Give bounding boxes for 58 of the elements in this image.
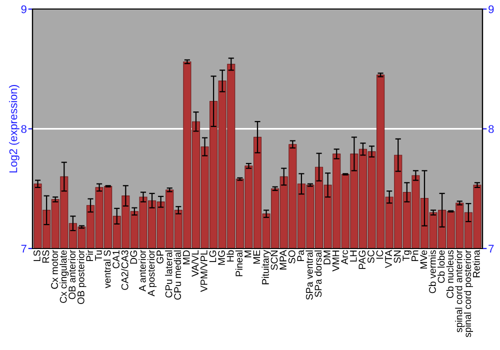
x-tick-label: Pituitary: [262, 250, 271, 284]
x-tick-label: Tu: [95, 250, 102, 261]
x-tick-label: SPa ventral: [306, 250, 313, 300]
x-tick-label: M: [244, 250, 252, 258]
x-tick-label: ventral S: [104, 250, 111, 288]
x-tick-label: Tg: [402, 250, 412, 262]
x-tick-label: Pa: [297, 250, 304, 261]
x-tick-label: spinal cord posterior: [464, 250, 473, 338]
y-tick-label: 9: [21, 5, 26, 14]
x-tick-label: Pn: [412, 250, 418, 261]
y-tick-label: 7: [21, 244, 26, 253]
y2-tick-label: 9: [488, 5, 494, 14]
x-tick-label: Cb lobe: [438, 250, 445, 283]
x-tick-label: Cb nucleus: [446, 250, 454, 298]
y2-tick-label: 7: [488, 244, 494, 253]
x-tick-label: CA1: [112, 250, 120, 268]
x-tick-label: SC: [367, 250, 374, 263]
x-tick-label: ME: [253, 250, 260, 264]
x-tick-label: SPa dorsal: [314, 250, 322, 297]
x-tick-label: MD: [183, 250, 190, 264]
x-tick-label: Pineal: [235, 250, 243, 276]
x-tick-label: CA2/CA3: [121, 250, 128, 290]
y-tick-label: 8: [21, 125, 26, 133]
x-tick-label: PAG: [358, 250, 366, 269]
x-tick-label: Hb: [226, 250, 234, 262]
x-tick-label: VTA: [385, 250, 392, 268]
x-tick-label: MPA: [280, 250, 286, 270]
x-tick-label: IC: [376, 250, 384, 259]
x-tick-label: DM: [324, 250, 330, 264]
x-tick-label: OB anterior: [68, 250, 76, 300]
x-tick-label: SCN: [270, 250, 278, 270]
x-tick-label: OB posterior: [77, 250, 86, 304]
x-tick-label: SO: [288, 250, 296, 264]
x-tick-label: Pir: [86, 250, 94, 261]
x-tick-label: VA/VL: [191, 250, 199, 277]
x-tick-label: A posterior: [148, 250, 157, 296]
x-tick-label: RS: [42, 250, 50, 263]
x-tick-label: LS: [34, 250, 40, 261]
x-tick-label: Cx motor: [51, 250, 58, 289]
x-tick-label: Cb vermis: [428, 250, 436, 294]
x-tick-label: CPu medial: [174, 250, 182, 300]
x-tick-label: spinal cord anterior: [455, 250, 464, 332]
y-axis-title: Log2 (expression): [9, 85, 20, 172]
x-tick-label: GP: [156, 250, 164, 264]
x-tick-label: Arc: [341, 250, 348, 264]
x-tick-label: VMH: [332, 250, 340, 272]
x-tick-label: LG: [209, 250, 216, 262]
x-tick-label: VPM/VPL: [200, 250, 208, 292]
x-tick-label: Cx cingulate: [60, 250, 69, 303]
x-tick-label: CPu lateral: [165, 250, 172, 298]
x-tick-label: Retina: [472, 250, 480, 278]
x-tick-label: MVe: [420, 250, 428, 269]
x-tick-label: SN: [394, 250, 401, 263]
x-tick-label: LH: [350, 250, 357, 262]
y2-tick-label: 8: [488, 125, 494, 133]
x-tick-label: A anterior: [138, 250, 146, 292]
x-tick-label: DG: [130, 250, 138, 264]
x-tick-label: MG: [218, 250, 225, 265]
